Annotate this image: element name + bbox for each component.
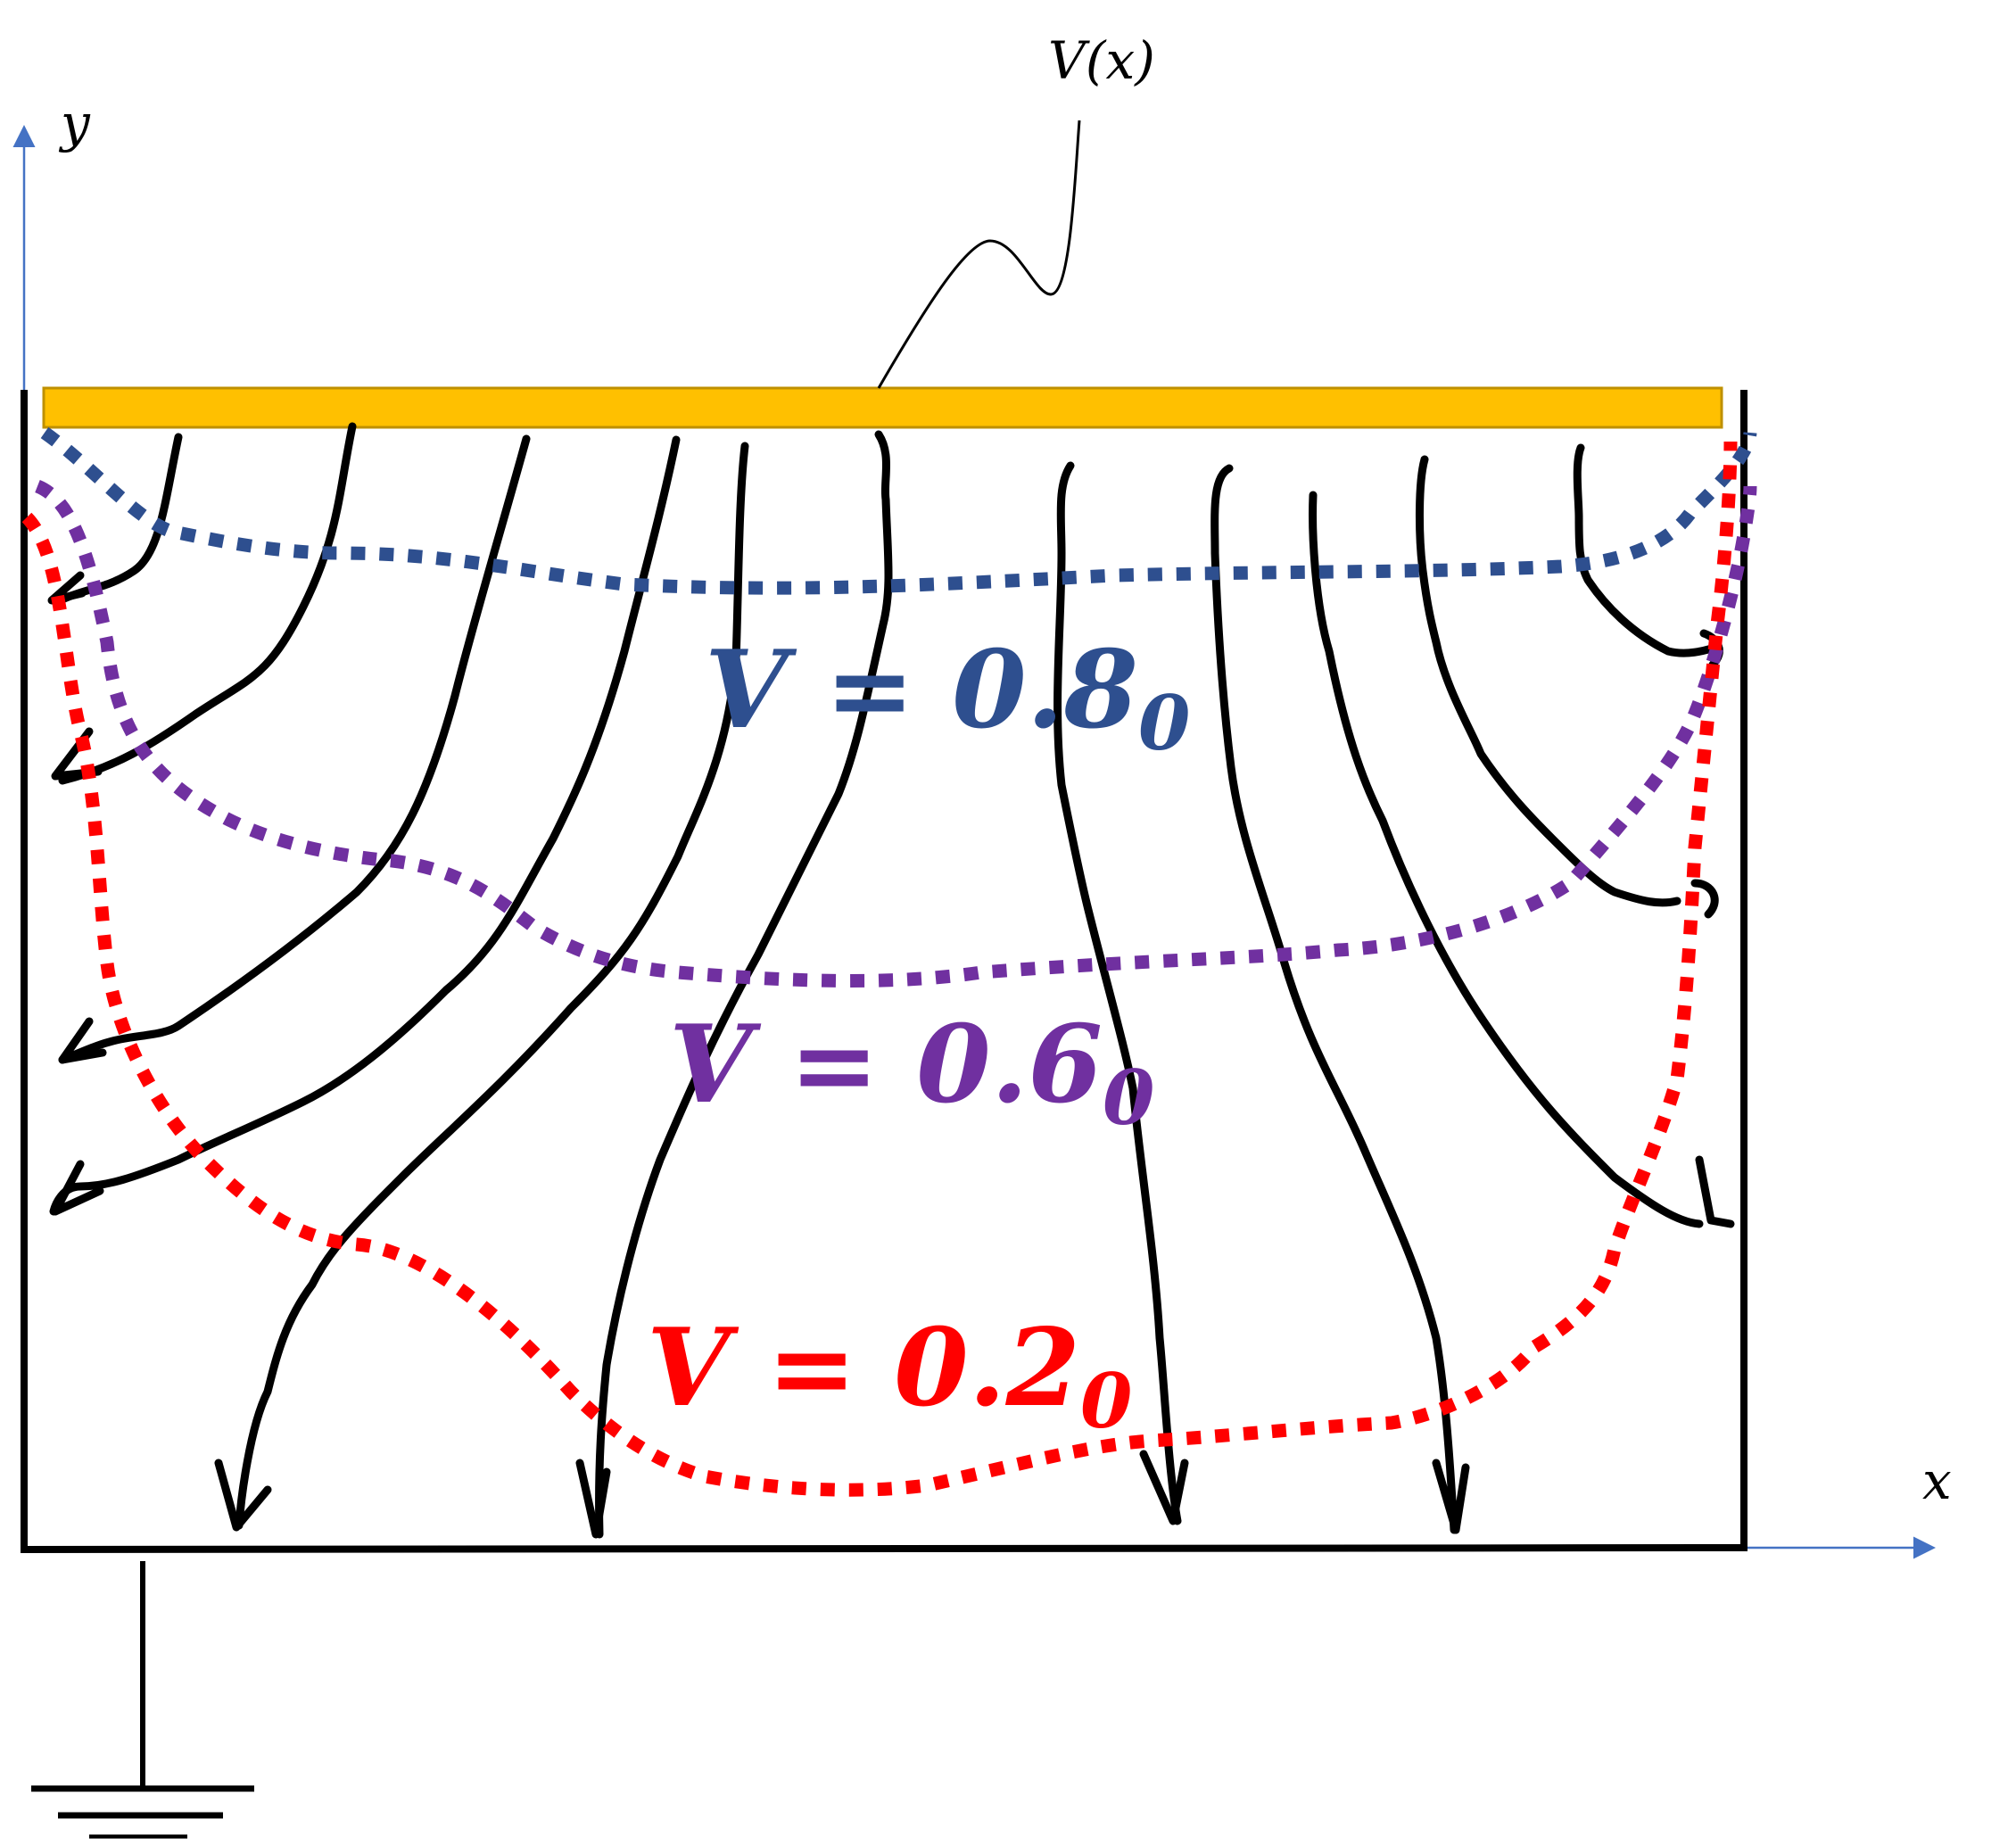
box-outline xyxy=(21,390,1747,1554)
field-line xyxy=(1053,461,1182,1525)
equipotential-v08-curve xyxy=(40,426,1757,595)
field-lines xyxy=(47,422,1735,1539)
equipotential-v02-label: V = 0.20 xyxy=(647,1305,1132,1445)
field-line xyxy=(1415,455,1681,907)
field-line xyxy=(51,1160,104,1216)
field-line xyxy=(58,433,183,604)
field-line xyxy=(1690,879,1719,919)
field-line xyxy=(58,1017,107,1064)
top-plate xyxy=(42,386,1723,429)
x-axis-label: x xyxy=(1922,1450,1952,1511)
field-line xyxy=(1432,1459,1470,1534)
ground-symbol-icon xyxy=(31,1561,254,1841)
potential-callout-curve xyxy=(877,120,1081,389)
field-line xyxy=(1309,491,1704,1228)
field-line xyxy=(1139,1450,1189,1525)
field-line xyxy=(1573,443,1722,657)
y-axis-label: y xyxy=(58,93,91,153)
field-line xyxy=(1210,464,1458,1534)
field-line xyxy=(49,435,681,1216)
field-line xyxy=(58,434,531,1064)
field-line xyxy=(595,430,893,1539)
field-line xyxy=(1695,1155,1735,1228)
field-line xyxy=(575,1459,611,1539)
equipotential-v08-label: V = 0.80 xyxy=(705,627,1190,767)
equipotential-v06-curve xyxy=(34,480,1757,988)
potential-label: V(x) xyxy=(1048,30,1155,91)
field-line xyxy=(214,1459,272,1532)
field-line xyxy=(58,422,357,785)
field-line xyxy=(235,442,749,1530)
equipotential-v06-label: V = 0.60 xyxy=(669,1002,1154,1142)
